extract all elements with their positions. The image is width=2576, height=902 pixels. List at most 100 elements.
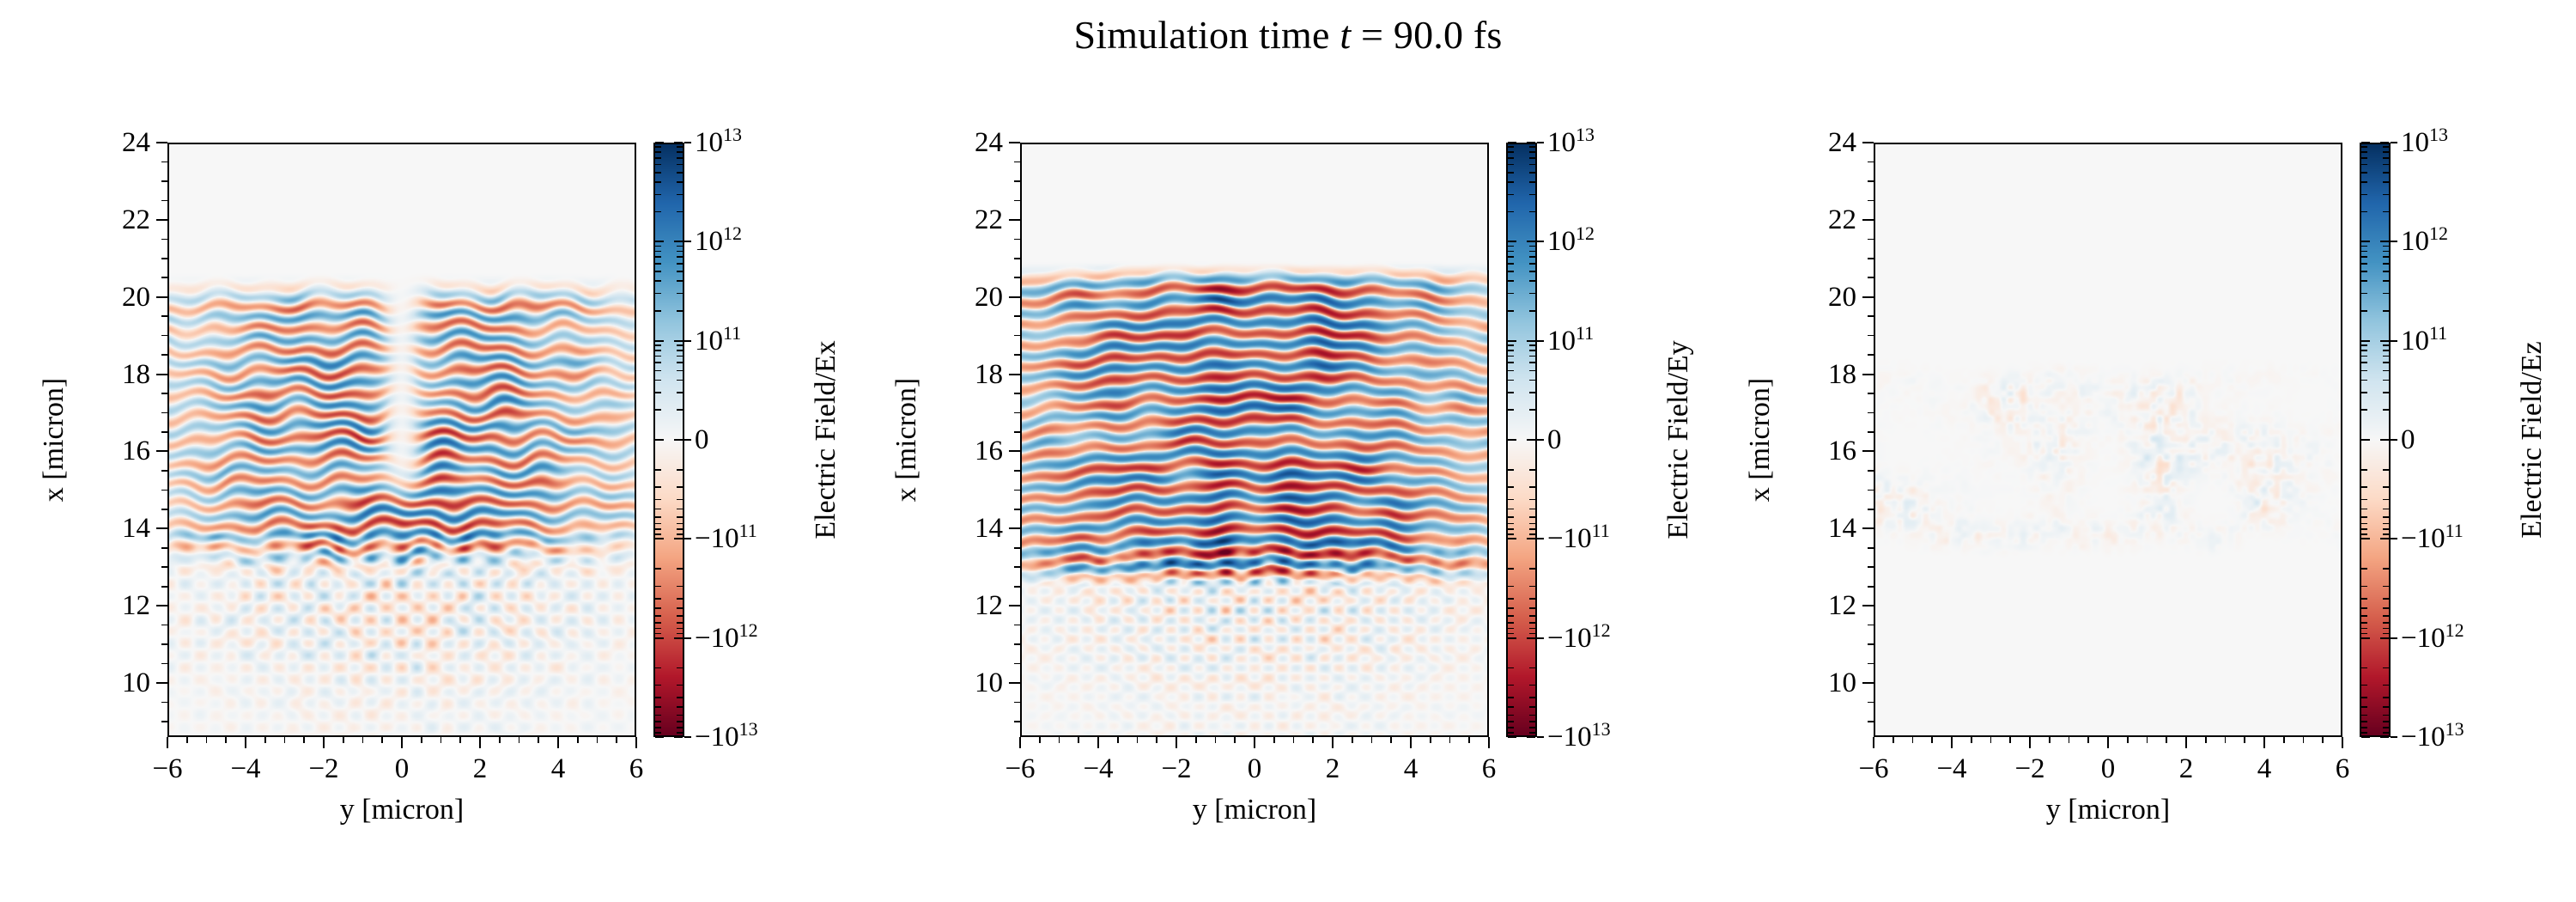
colorbar-tick-base: 10 [1563, 622, 1592, 654]
y-minor-tick [161, 489, 167, 491]
colorbar-tick [674, 339, 683, 342]
y-tick [1862, 682, 1874, 685]
colorbar-tick [1527, 142, 1535, 143]
colorbar-tick-exponent: 11 [1576, 321, 1595, 344]
colorbar-minor-tick [2383, 468, 2389, 471]
colorbar-minor-tick [1508, 597, 1514, 600]
colorbar-minor-tick [1529, 622, 1535, 624]
x-tick-label: 0 [1247, 753, 1262, 784]
colorbar-tick-base: 10 [695, 226, 723, 258]
colorbar-minor-tick [677, 528, 683, 530]
x-tick [1488, 737, 1490, 748]
colorbar-minor-tick [2383, 409, 2389, 411]
x-minor-tick [2302, 737, 2305, 743]
x-minor-tick [2146, 737, 2148, 743]
y-tick [156, 373, 167, 375]
colorbar-minor-tick [677, 515, 683, 518]
colorbar-minor-tick [677, 344, 683, 346]
x-minor-tick [1058, 737, 1060, 743]
colorbar-tick-label: 0 [695, 424, 709, 456]
colorbar-minor-tick [677, 379, 683, 381]
colorbar-tick-label: 1011 [1547, 321, 1595, 357]
colorbar-minor-tick [1508, 271, 1514, 272]
y-tick-label: 22 [122, 204, 150, 235]
colorbar-minor-tick [2383, 486, 2389, 488]
x-tick [1176, 737, 1177, 748]
colorbar-tick-label: 1011 [695, 322, 741, 357]
y-minor-tick [1014, 547, 1020, 549]
colorbar-minor-tick [1529, 181, 1535, 183]
colorbar-minor-tick [677, 146, 683, 149]
colorbar-tick-label: 1013 [1547, 124, 1595, 159]
x-minor-tick [264, 737, 266, 743]
y-tick [156, 605, 167, 607]
colorbar-tick-base: 10 [2416, 523, 2445, 555]
x-minor-tick [1234, 737, 1236, 743]
colorbar-minor-tick [1529, 256, 1535, 258]
y-minor-tick [161, 701, 167, 704]
y-tick-label: 12 [122, 590, 150, 622]
colorbar-minor-tick [1508, 151, 1514, 153]
x-minor-tick [2126, 737, 2129, 743]
colorbar-minor-tick [2361, 721, 2367, 722]
colorbar-minor-tick [2361, 409, 2367, 411]
colorbar-minor-tick [1529, 597, 1535, 600]
y-tick-label: 12 [975, 590, 1003, 622]
colorbar-minor-tick [1508, 256, 1514, 258]
colorbar-minor-tick [2383, 622, 2389, 624]
colorbar-label: Electric Field/Ez [2516, 341, 2548, 539]
y-tick [1009, 682, 1020, 685]
colorbar-minor-tick [1508, 369, 1514, 372]
colorbar-minor-tick [655, 344, 661, 346]
y-axis-label: x [micron] [38, 377, 70, 503]
title-variable: t [1340, 13, 1352, 57]
x-minor-tick [2322, 737, 2324, 743]
x-minor-tick [1429, 737, 1431, 743]
colorbar-tick-exponent: 11 [2429, 321, 2448, 344]
x-minor-tick [1468, 737, 1471, 743]
x-minor-tick [1038, 737, 1041, 743]
colorbar-minor-tick [2383, 256, 2389, 258]
colorbar-tick-base: 10 [710, 523, 739, 555]
x-minor-tick [1273, 737, 1275, 743]
colorbar-minor-tick [2383, 379, 2389, 381]
x-minor-tick [1136, 737, 1139, 743]
colorbar-minor-tick [655, 721, 661, 722]
x-minor-tick [1911, 737, 1914, 743]
colorbar-minor-tick [2383, 607, 2389, 609]
colorbar-minor-tick [2383, 528, 2389, 530]
colorbar-tick [674, 142, 683, 143]
colorbar-minor-tick [1529, 350, 1535, 351]
colorbar-minor-tick [2383, 568, 2389, 570]
y-tick-label: 10 [1828, 667, 1856, 699]
colorbar-minor-tick [655, 210, 661, 213]
y-minor-tick [1014, 721, 1020, 722]
colorbar-minor-tick [2361, 508, 2367, 510]
y-minor-tick [1868, 624, 1874, 626]
colorbar-minor-tick [1508, 263, 1514, 265]
x-tick [1410, 737, 1412, 748]
colorbar-tick-base: 10 [2416, 622, 2445, 654]
colorbar-minor-tick [677, 615, 683, 617]
y-tick-label: 18 [122, 358, 150, 390]
colorbar-minor-tick [655, 498, 661, 501]
colorbar-minor-tick [1508, 684, 1514, 686]
y-minor-tick [1014, 238, 1020, 241]
colorbar-minor-tick [1508, 627, 1514, 630]
y-minor-tick [161, 411, 167, 414]
y-minor-tick [1868, 411, 1874, 414]
x-tick [635, 737, 637, 748]
colorbar-tick-label: −1011 [695, 520, 757, 555]
colorbar-minor-tick [1508, 515, 1514, 518]
colorbar-minor-tick [1508, 615, 1514, 617]
y-minor-tick [1868, 180, 1874, 182]
x-tick-label: −4 [1083, 753, 1114, 784]
colorbar-minor-tick [677, 245, 683, 247]
x-tick-label: 4 [2257, 753, 2272, 784]
colorbar-minor-tick [2383, 667, 2389, 669]
colorbar-label: Electric Field/Ex [810, 340, 841, 539]
colorbar-tick-label: −1012 [695, 619, 758, 655]
y-tick-label: 16 [975, 436, 1003, 467]
x-tick-label: −6 [152, 753, 183, 784]
x-minor-tick [2244, 737, 2246, 743]
